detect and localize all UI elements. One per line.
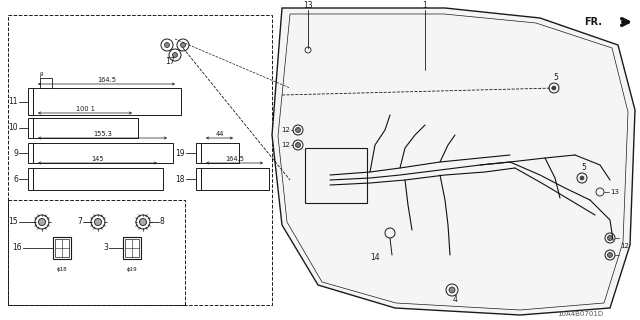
Circle shape [180,43,186,47]
Text: 155.3: 155.3 [93,131,112,137]
Text: 5: 5 [582,164,586,172]
Text: 44: 44 [215,131,224,137]
Bar [123,237,141,259]
Bar [196,168,201,190]
Text: 4: 4 [452,295,458,305]
Text: FR.: FR. [584,17,602,27]
Text: 6: 6 [13,174,18,183]
Text: 1: 1 [422,2,428,11]
Text: 5: 5 [554,74,559,83]
Circle shape [164,43,170,47]
Text: ϕ18: ϕ18 [57,268,67,273]
Text: 145: 145 [91,156,104,162]
Circle shape [552,86,556,90]
Text: 15: 15 [8,218,18,227]
Text: 12: 12 [281,142,290,148]
Text: ϕ19: ϕ19 [127,268,138,273]
Polygon shape [272,8,635,315]
Circle shape [296,127,301,132]
Text: 8: 8 [160,218,164,227]
Text: 18: 18 [175,174,185,183]
Text: 16: 16 [12,244,22,252]
Bar [33,88,181,115]
Text: 10A4B0701D: 10A4B0701D [557,311,603,317]
Circle shape [580,176,584,180]
Bar [8,15,272,305]
Text: 13: 13 [610,189,619,195]
Circle shape [607,252,612,258]
Text: 12: 12 [281,127,290,133]
Circle shape [140,219,147,226]
Circle shape [173,52,177,58]
Bar [40,78,52,88]
Bar [201,143,239,163]
Text: 164.5: 164.5 [97,77,116,83]
Circle shape [449,287,455,293]
Text: 12: 12 [620,243,629,249]
Text: 17: 17 [165,58,175,67]
Bar [28,168,33,190]
Text: 10: 10 [8,124,18,132]
Text: 100 1: 100 1 [76,106,95,112]
Bar [33,143,173,163]
Circle shape [607,236,612,241]
Circle shape [38,219,45,226]
Text: 13: 13 [303,2,313,11]
Text: 7: 7 [77,218,82,227]
Bar [55,239,69,257]
Bar [28,143,33,163]
Bar [305,148,367,203]
Text: 9: 9 [40,71,44,76]
Text: 3: 3 [103,244,108,252]
Bar [53,237,71,259]
Text: 164.5: 164.5 [225,156,244,162]
Circle shape [296,142,301,148]
Bar [33,118,138,138]
Bar [28,118,33,138]
Bar [33,168,163,190]
Circle shape [95,219,102,226]
Bar [8,200,185,305]
Text: 9: 9 [13,148,18,157]
Bar [201,168,269,190]
Text: 11: 11 [8,97,18,106]
Bar [28,88,33,115]
Bar [125,239,139,257]
Text: 19: 19 [175,148,185,157]
Text: 14: 14 [370,253,380,262]
Bar [196,143,201,163]
